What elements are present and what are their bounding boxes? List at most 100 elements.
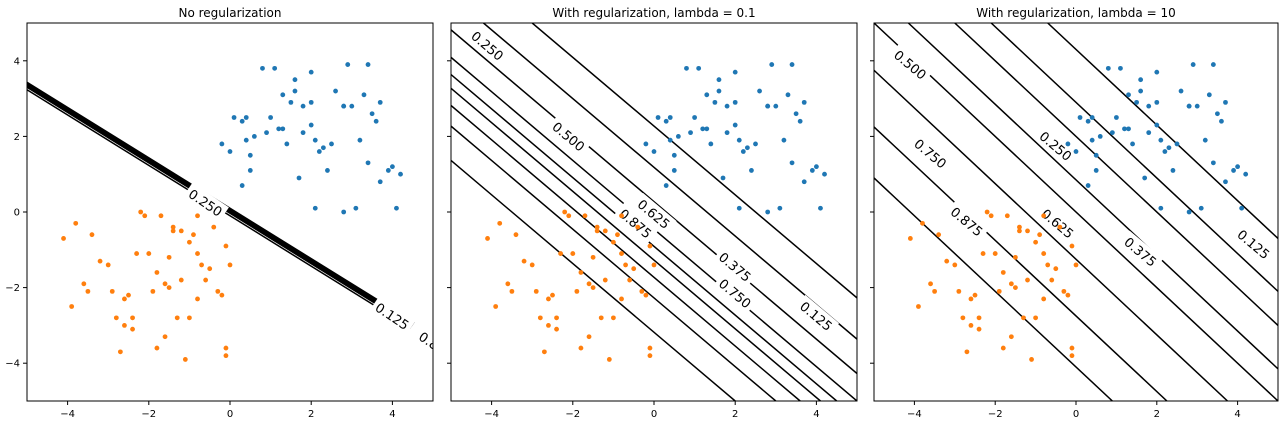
class-b-point (639, 288, 645, 294)
class-a-point (1210, 62, 1216, 67)
class-b-point (219, 292, 225, 298)
class-b-point (972, 292, 978, 298)
class-a-point (333, 88, 338, 94)
class-b-point (598, 315, 604, 321)
class-b-point (485, 236, 490, 241)
class-b-point (1021, 315, 1026, 321)
class-a-point (1093, 168, 1099, 173)
class-a-point (1122, 126, 1127, 132)
class-b-point (1073, 262, 1079, 268)
class-a-point (1146, 130, 1152, 136)
class-a-point (1202, 137, 1208, 143)
class-a-point (1166, 145, 1172, 151)
class-a-point (312, 205, 318, 211)
class-b-point (578, 270, 584, 275)
class-b-point (130, 315, 135, 321)
class-a-point (765, 209, 771, 215)
class-b-point (996, 288, 1002, 294)
class-a-point (651, 149, 657, 154)
class-b-point (590, 254, 596, 260)
y-tick-label: −4 (5, 359, 20, 370)
class-b-point (223, 345, 229, 351)
class-b-point (594, 228, 600, 234)
x-tick-label: 2 (732, 409, 738, 420)
class-b-point (984, 209, 990, 215)
class-b-point (1045, 262, 1051, 268)
class-a-point (1154, 99, 1160, 105)
class-a-point (239, 118, 245, 124)
class-a-point (239, 183, 245, 188)
class-a-point (276, 126, 282, 132)
x-tick-label: −2 (141, 409, 156, 420)
plot-frame (26, 22, 434, 402)
class-a-point (663, 183, 669, 188)
class-a-point (1154, 122, 1160, 128)
class-a-point (308, 69, 314, 75)
y-tick-label: 2 (14, 132, 20, 143)
class-a-point (671, 168, 677, 173)
class-b-point (215, 288, 221, 294)
class-a-point (1142, 175, 1148, 181)
class-b-point (960, 315, 966, 321)
panel-title: With regularization, lambda = 0.1 (552, 6, 755, 20)
class-a-point (692, 115, 697, 120)
class-a-point (1118, 65, 1123, 71)
class-b-point (513, 232, 519, 238)
class-b-point (570, 251, 576, 256)
class-a-point (280, 126, 286, 132)
class-b-point (647, 345, 653, 351)
class-a-point (708, 141, 714, 147)
class-b-point (611, 239, 616, 245)
class-a-point (1146, 103, 1152, 109)
class-a-point (814, 164, 819, 170)
class-b-point (1008, 334, 1014, 340)
class-a-point (1186, 103, 1192, 109)
class-b-point (1025, 277, 1030, 283)
class-b-point (533, 288, 539, 294)
contour-line (874, 69, 1229, 401)
class-b-point (1017, 228, 1022, 234)
class-a-point (357, 137, 363, 143)
class-a-point (809, 168, 815, 173)
class-a-point (1089, 137, 1095, 143)
class-b-point (936, 232, 942, 238)
class-a-point (264, 130, 269, 136)
class-a-point (663, 118, 669, 124)
class-a-point (219, 141, 225, 147)
class-a-point (345, 62, 351, 67)
class-b-point (968, 323, 974, 328)
class-b-point (191, 232, 196, 238)
class-b-point (1053, 266, 1059, 272)
class-b-point (1025, 228, 1030, 234)
class-b-point (578, 345, 584, 351)
class-a-point (1243, 171, 1249, 177)
class-a-point (1073, 149, 1079, 154)
class-b-point (980, 251, 986, 256)
class-a-point (373, 118, 379, 124)
class-b-point (146, 251, 152, 256)
class-b-point (497, 220, 503, 226)
plot-frame (450, 22, 858, 402)
class-b-point (635, 224, 641, 230)
contour-line (27, 86, 433, 340)
class-a-point (316, 149, 322, 154)
class-b-point (582, 213, 588, 219)
x-tick-label: 0 (651, 409, 657, 420)
class-b-point (1033, 315, 1038, 321)
class-a-point (801, 179, 807, 185)
class-b-point (541, 349, 547, 355)
class-b-point (166, 285, 172, 290)
class-a-point (1138, 77, 1144, 83)
class-a-point (341, 209, 347, 215)
class-a-point (377, 179, 383, 185)
class-a-point (1178, 88, 1184, 94)
class-a-point (789, 160, 795, 166)
class-a-point (1223, 99, 1228, 105)
class-b-point (964, 349, 970, 355)
contour-line (531, 23, 857, 299)
class-b-point (1065, 292, 1071, 298)
class-b-point (1004, 213, 1010, 219)
class-a-point (1085, 118, 1091, 124)
contour-line (451, 29, 857, 375)
